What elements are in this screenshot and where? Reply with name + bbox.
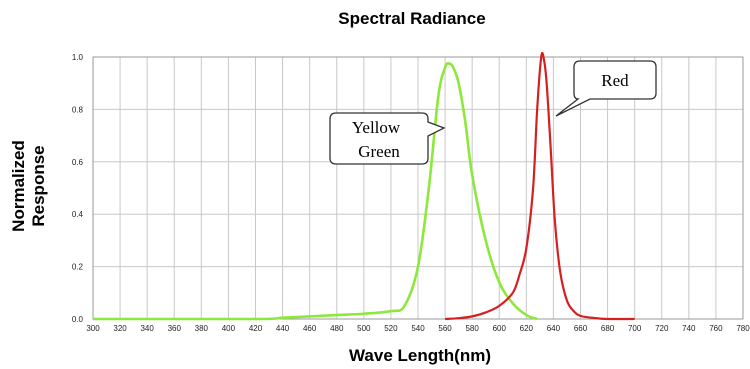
y-tick-label: 0.8 bbox=[72, 105, 84, 114]
y-axis-ticks: 0.0 0.2 0.4 0.6 0.8 1.0 bbox=[72, 53, 84, 324]
y-tick-label: 0.4 bbox=[72, 210, 84, 219]
y-tick-label: 0.6 bbox=[72, 158, 84, 167]
y-tick-label: 0.2 bbox=[72, 263, 84, 272]
series-line-yellow-green bbox=[92, 62, 538, 321]
x-tick-label: 400 bbox=[222, 324, 236, 333]
x-tick-label: 420 bbox=[249, 324, 263, 333]
chart-title: Spectral Radiance bbox=[338, 9, 485, 28]
x-tick-label: 540 bbox=[411, 324, 425, 333]
series-line-red bbox=[445, 51, 635, 321]
y-axis-label: Normalized Response bbox=[9, 140, 48, 232]
y-tick-label: 0.0 bbox=[72, 315, 84, 324]
x-tick-label: 380 bbox=[195, 324, 209, 333]
callout-yellow-green-line-1: Yellow bbox=[352, 118, 401, 137]
x-tick-label: 720 bbox=[655, 324, 669, 333]
callout-red-bubble bbox=[555, 60, 657, 117]
y-axis-label-line-2: Response bbox=[29, 145, 48, 226]
callout-yellow-green-line-2: Green bbox=[358, 142, 400, 161]
y-tick-label: 1.0 bbox=[72, 53, 84, 62]
x-axis-ticks: 300 320 340 360 380 400 420 440 460 480 500 520 540 5… bbox=[86, 324, 750, 333]
x-tick-label: 360 bbox=[168, 324, 182, 333]
plot-area-frame bbox=[92, 56, 744, 320]
y-axis-label-line-1: Normalized bbox=[9, 140, 28, 232]
x-tick-label: 660 bbox=[574, 324, 588, 333]
x-tick-label: 300 bbox=[86, 324, 100, 333]
x-tick-label: 480 bbox=[330, 324, 344, 333]
callout-red: Red bbox=[555, 60, 657, 117]
callout-yellow-green-bubble bbox=[329, 112, 446, 165]
x-tick-label: 560 bbox=[438, 324, 452, 333]
x-tick-label: 620 bbox=[520, 324, 534, 333]
x-tick-label: 700 bbox=[628, 324, 642, 333]
x-tick-label: 460 bbox=[303, 324, 317, 333]
callout-red-label: Red bbox=[601, 71, 629, 90]
series-lines bbox=[92, 51, 635, 321]
x-tick-label: 320 bbox=[113, 324, 127, 333]
x-tick-label: 600 bbox=[493, 324, 507, 333]
x-tick-label: 520 bbox=[384, 324, 398, 333]
x-tick-label: 780 bbox=[736, 324, 750, 333]
x-tick-label: 340 bbox=[140, 324, 154, 333]
x-axis-label: Wave Length(nm) bbox=[349, 346, 491, 365]
x-tick-label: 440 bbox=[276, 324, 290, 333]
x-tick-label: 580 bbox=[465, 324, 479, 333]
callout-yellow-green: Yellow Green bbox=[329, 112, 446, 165]
x-tick-label: 680 bbox=[601, 324, 615, 333]
x-tick-label: 760 bbox=[709, 324, 723, 333]
x-tick-label: 500 bbox=[357, 324, 371, 333]
x-tick-label: 640 bbox=[547, 324, 561, 333]
x-tick-label: 740 bbox=[682, 324, 696, 333]
